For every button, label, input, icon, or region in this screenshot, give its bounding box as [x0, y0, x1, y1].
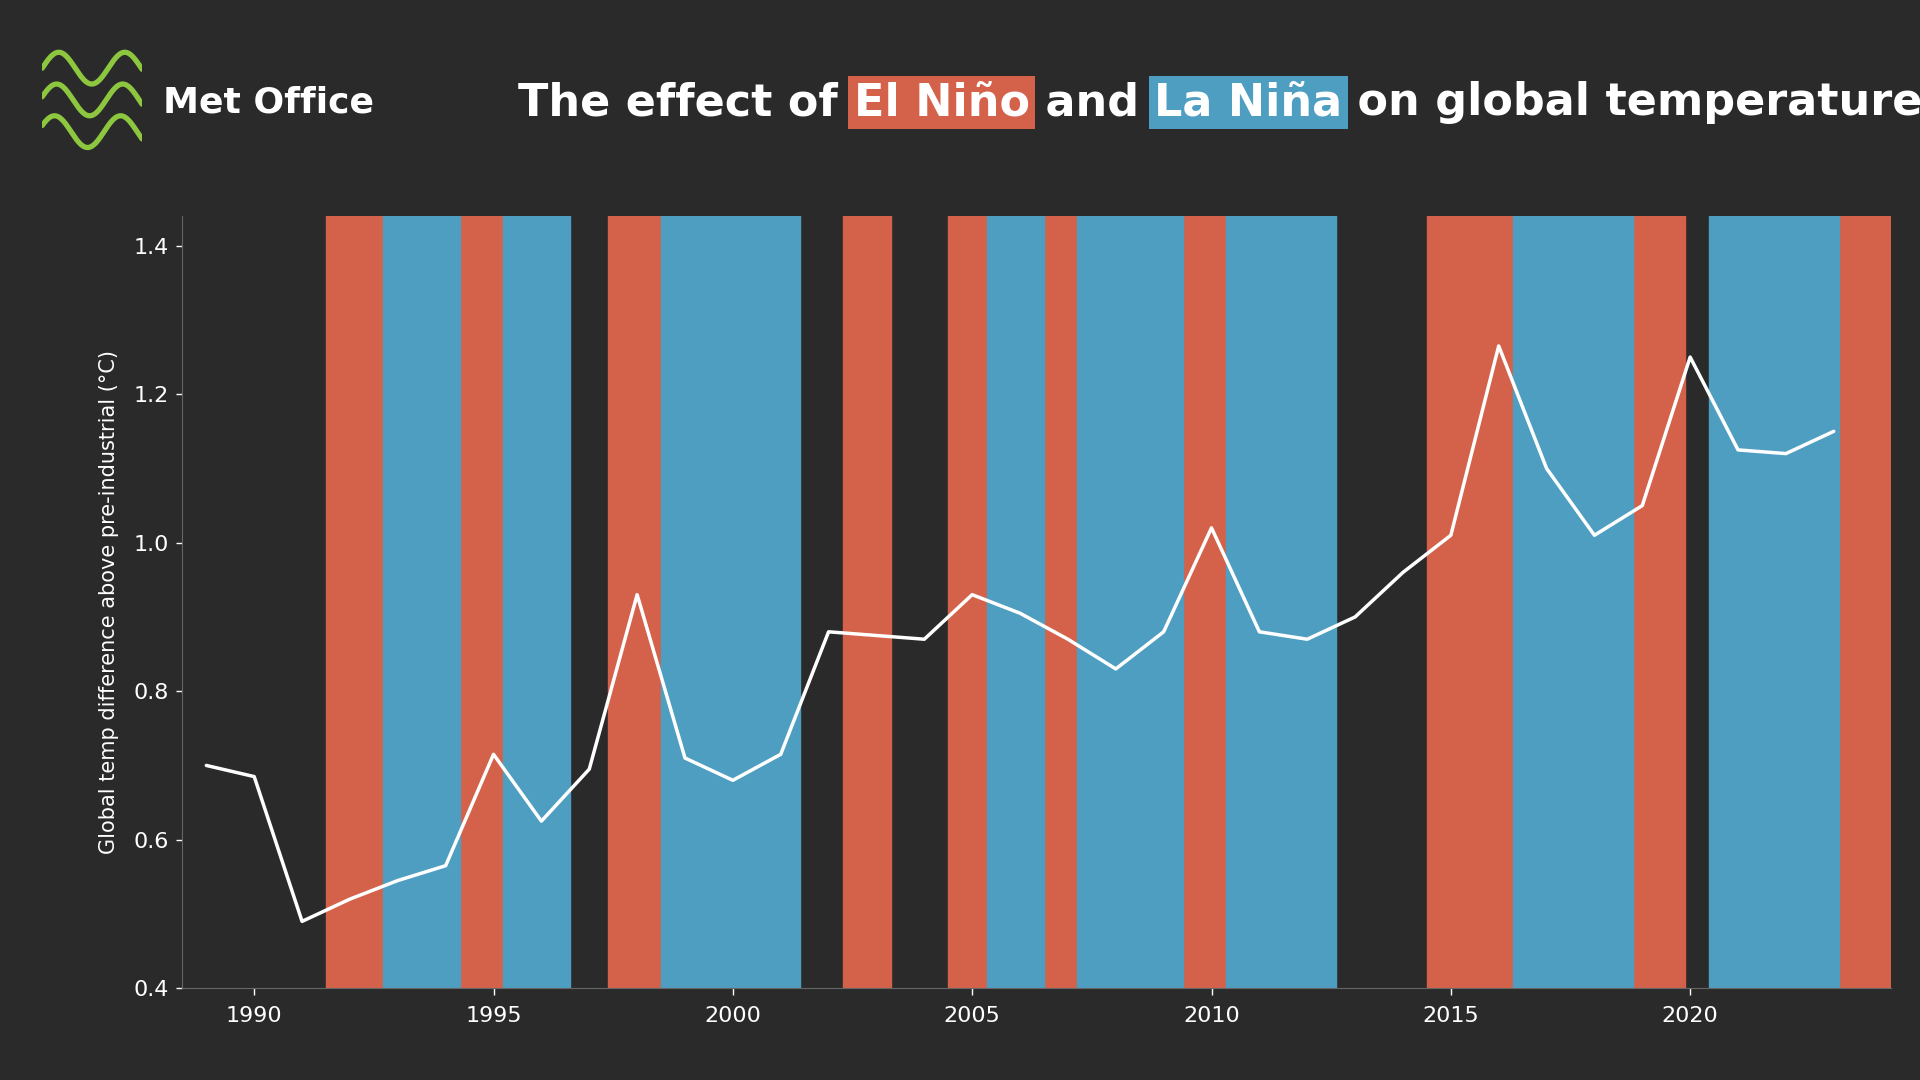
Bar [326, 216, 384, 988]
Y-axis label: Global temp difference above pre-industrial (°C): Global temp difference above pre-industr… [100, 350, 119, 854]
Bar [1427, 216, 1513, 988]
Bar [1183, 216, 1225, 988]
Bar [1077, 216, 1183, 988]
Bar [609, 216, 660, 988]
Bar [1839, 216, 1891, 988]
Bar [1225, 216, 1336, 988]
Bar [1513, 216, 1632, 988]
Text: La Niña: La Niña [1154, 81, 1342, 124]
Text: and: and [1029, 81, 1154, 124]
Bar [503, 216, 570, 988]
Bar [1709, 216, 1839, 988]
Bar [461, 216, 503, 988]
Text: El Niño: El Niño [854, 81, 1029, 124]
Bar [384, 216, 461, 988]
Text: on global temperature: on global temperature [1342, 81, 1920, 124]
Text: Met Office: Met Office [163, 85, 374, 120]
Bar [843, 216, 891, 988]
Bar [1044, 216, 1077, 988]
Bar [948, 216, 987, 988]
Bar [1632, 216, 1686, 988]
Bar [987, 216, 1044, 988]
Text: The effect of: The effect of [518, 81, 854, 124]
Bar [660, 216, 801, 988]
